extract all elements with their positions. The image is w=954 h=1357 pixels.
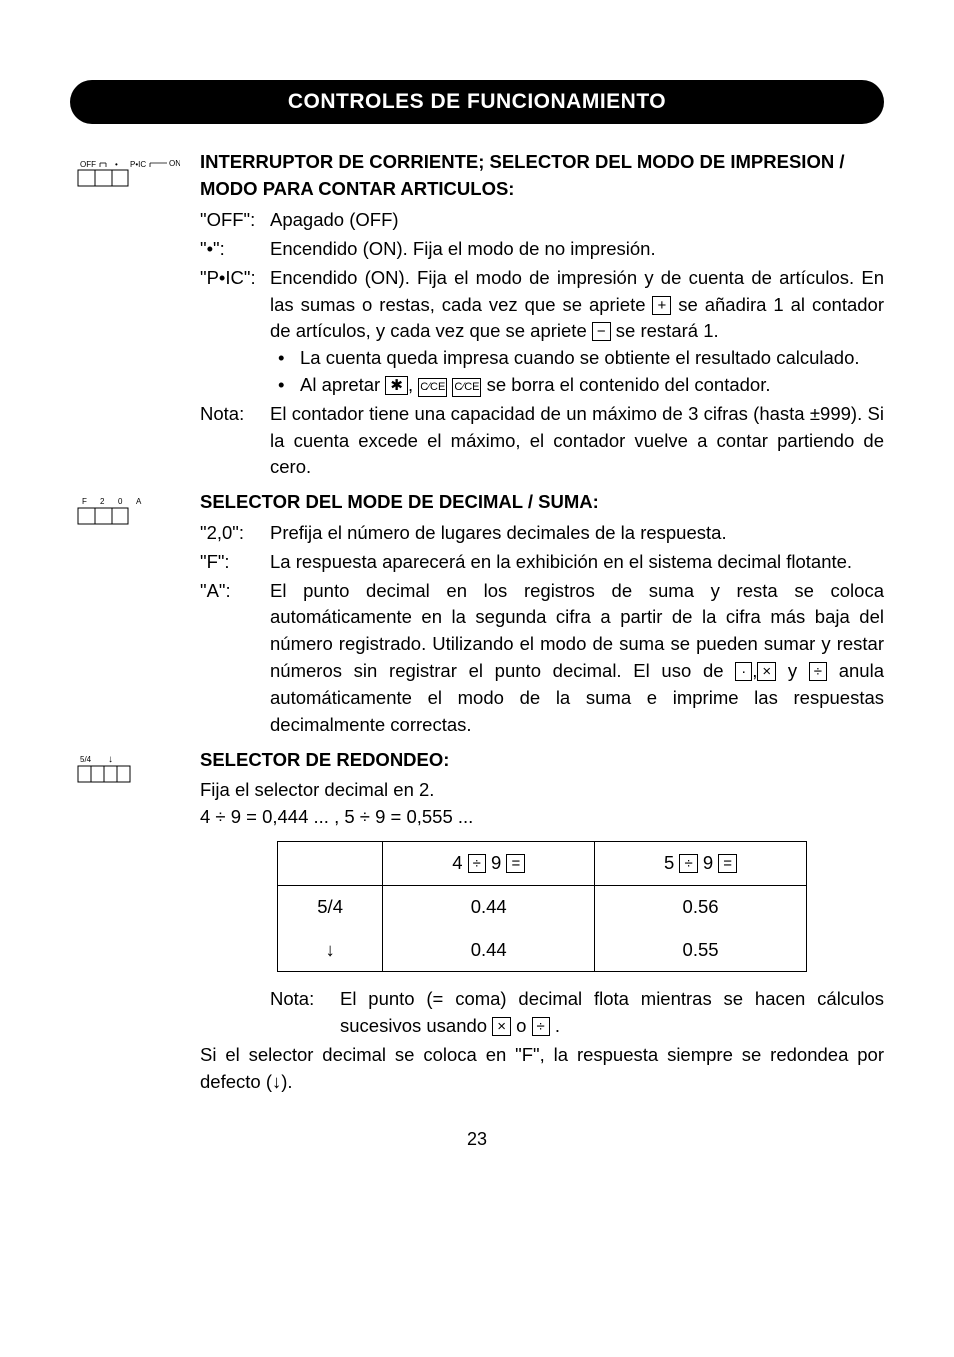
page-title-bar: CONTROLES DE FUNCIONAMIENTO — [70, 80, 884, 124]
def-nota-val: El contador tiene una capacidad de un má… — [270, 401, 884, 481]
key-eq1-icon: = — [506, 854, 525, 873]
switch-rounding-icon: 5/4 ↓ — [70, 747, 200, 797]
key-times-icon: × — [757, 662, 776, 681]
r2c0: ↓ — [278, 929, 383, 972]
switch-label-on: ON — [169, 159, 180, 168]
def-pic-val: Encendido (ON). Fija el modo de impresió… — [270, 265, 884, 399]
th-5d9: 5 ÷ 9 = — [595, 841, 807, 885]
def-20-val: Prefija el número de lugares decimales d… — [270, 520, 884, 547]
r1c0: 5/4 — [278, 885, 383, 928]
switch-label-pic: P•IC — [130, 160, 146, 169]
def-nota-key: Nota: — [200, 401, 270, 428]
page-number: 23 — [70, 1126, 884, 1152]
section2-title: SELECTOR DEL MODE DE DECIMAL / SUMA: — [200, 489, 884, 516]
sw3-54: 5/4 — [80, 755, 92, 764]
r2c1: 0.44 — [383, 929, 595, 972]
b2d: se borra el contenido del contador. — [481, 374, 770, 395]
def-off-key: "OFF": — [200, 207, 270, 234]
page-title: CONTROLES DE FUNCIONAMIENTO — [288, 90, 666, 113]
key-asterisk-icon: ✱ — [385, 376, 408, 395]
bullet1: La cuenta queda impresa cuando se obtien… — [300, 345, 860, 372]
key-minus-icon: − — [592, 322, 611, 341]
key-div2-icon: ÷ — [468, 854, 486, 873]
s3-nota-val: El punto (= coma) decimal flota mientras… — [340, 986, 884, 1040]
n3a: El punto (= coma) decimal flota mientras… — [340, 988, 884, 1036]
a-c: y — [776, 660, 809, 681]
key-ce2-icon: C⁄CE — [452, 378, 481, 397]
r2c2: 0.55 — [595, 929, 807, 972]
h2b: 9 — [698, 852, 719, 873]
r1c2: 0.56 — [595, 885, 807, 928]
t3a: Si el selector decimal se coloca en "F",… — [200, 1044, 884, 1092]
th-blank — [278, 841, 383, 885]
section1-title: INTERRUPTOR DE CORRIENTE; SELECTOR DEL M… — [200, 149, 884, 203]
def-a-val: El punto decimal en los registros de sum… — [270, 578, 884, 739]
h2a: 5 — [664, 852, 679, 873]
def-dot-key: "•": — [200, 236, 270, 263]
section-power-print: OFF • P•IC ON INTERRUPTOR DE CORRIENTE; … — [70, 149, 884, 483]
switch-decimal-icon: F 2 0 A — [70, 489, 200, 539]
b2b: , — [408, 374, 418, 395]
sw2-a: A — [136, 497, 142, 506]
def-20-key: "2,0": — [200, 520, 270, 547]
def-f-key: "F": — [200, 549, 270, 576]
r1c1: 0.44 — [383, 885, 595, 928]
t3b: ). — [281, 1071, 292, 1092]
switch-label-dot: • — [115, 160, 118, 169]
h1b: 9 — [486, 852, 507, 873]
key-plus-icon: + — [652, 296, 671, 315]
th-4d9: 4 ÷ 9 = — [383, 841, 595, 885]
key-div3-icon: ÷ — [679, 854, 697, 873]
pic-line1: Encendido (ON). Fija el modo de impresió… — [270, 267, 854, 288]
section-rounding: 5/4 ↓ SELECTOR DE REDONDEO: Fija el sele… — [70, 747, 884, 1096]
key-ce1-icon: C⁄CE — [418, 378, 447, 397]
def-off-val: Apagado (OFF) — [270, 207, 884, 234]
key-dot-icon: · — [735, 662, 752, 681]
section3-line1: Fija el selector decimal en 2. — [200, 777, 884, 804]
sw2-f: F — [82, 497, 87, 506]
key-eq2-icon: = — [718, 854, 737, 873]
h1a: 4 — [452, 852, 467, 873]
section-decimal-mode: F 2 0 A SELECTOR DEL MODE DE DECIMAL / S… — [70, 489, 884, 740]
switch-power-icon: OFF • P•IC ON — [70, 149, 200, 204]
switch-label-off: OFF — [80, 160, 96, 169]
key-div-icon: ÷ — [809, 662, 827, 681]
pic-line2c: se restará 1. — [611, 320, 719, 341]
def-pic-key: "P•IC": — [200, 265, 270, 292]
n3b: o — [511, 1015, 532, 1036]
sw2-2: 2 — [100, 497, 105, 506]
key-times2-icon: × — [492, 1017, 511, 1036]
def-f-val: La respuesta aparecerá en la exhibición … — [270, 549, 884, 576]
n3c: . — [550, 1015, 560, 1036]
sw3-down: ↓ — [108, 754, 113, 765]
def-dot-val: Encendido (ON). Fija el modo de no impre… — [270, 236, 884, 263]
b2a: Al apretar — [300, 374, 385, 395]
section3-title: SELECTOR DE REDONDEO: — [200, 747, 884, 774]
down-arrow-icon: ↓ — [272, 1071, 281, 1092]
bullet2: Al apretar ✱, C⁄CE C⁄CE se borra el cont… — [300, 372, 770, 399]
s3-tail: Si el selector decimal se coloca en "F",… — [200, 1042, 884, 1096]
section3-line2: 4 ÷ 9 = 0,444 ... , 5 ÷ 9 = 0,555 ... — [200, 804, 884, 831]
rounding-table: 4 ÷ 9 = 5 ÷ 9 = 5/4 0.44 0.56 ↓ 0.44 0.5… — [277, 841, 807, 972]
def-a-key: "A": — [200, 578, 270, 605]
key-div4-icon: ÷ — [532, 1017, 550, 1036]
s3-nota-key: Nota: — [270, 986, 340, 1013]
sw2-0: 0 — [118, 497, 123, 506]
